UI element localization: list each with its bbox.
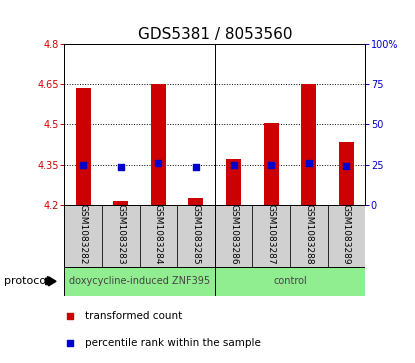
Text: GSM1083282: GSM1083282 <box>78 204 88 265</box>
Bar <box>177 205 215 267</box>
Bar <box>188 198 203 205</box>
Text: percentile rank within the sample: percentile rank within the sample <box>85 338 261 348</box>
Text: GSM1083283: GSM1083283 <box>116 204 125 265</box>
Point <box>67 340 74 346</box>
Text: transformed count: transformed count <box>85 311 183 321</box>
Point <box>230 162 237 168</box>
Bar <box>102 205 139 267</box>
Bar <box>252 205 290 267</box>
Text: GSM1083284: GSM1083284 <box>154 204 163 265</box>
Text: GSM1083285: GSM1083285 <box>191 204 200 265</box>
Bar <box>64 205 102 267</box>
Text: GSM1083289: GSM1083289 <box>342 204 351 265</box>
Text: doxycycline-induced ZNF395: doxycycline-induced ZNF395 <box>69 276 210 286</box>
Text: GSM1083288: GSM1083288 <box>304 204 313 265</box>
FancyArrow shape <box>46 277 56 286</box>
Bar <box>339 142 354 205</box>
Point <box>80 162 86 168</box>
Bar <box>76 88 90 205</box>
Point <box>305 160 312 166</box>
Text: GSM1083286: GSM1083286 <box>229 204 238 265</box>
Text: control: control <box>273 276 307 286</box>
Point <box>117 164 124 170</box>
Point <box>67 313 74 319</box>
Bar <box>139 205 177 267</box>
Point <box>155 160 162 166</box>
Title: GDS5381 / 8053560: GDS5381 / 8053560 <box>137 27 292 42</box>
Bar <box>215 205 252 267</box>
Bar <box>151 84 166 205</box>
Bar <box>113 201 128 205</box>
Text: protocol: protocol <box>4 276 49 286</box>
Bar <box>327 205 365 267</box>
Bar <box>290 205 327 267</box>
Bar <box>215 267 365 296</box>
Bar <box>264 123 279 205</box>
Point <box>268 162 274 168</box>
Bar <box>301 84 316 205</box>
Point <box>193 164 199 170</box>
Bar <box>226 159 241 205</box>
Bar <box>64 267 215 296</box>
Text: GSM1083287: GSM1083287 <box>267 204 276 265</box>
Point <box>343 163 350 169</box>
